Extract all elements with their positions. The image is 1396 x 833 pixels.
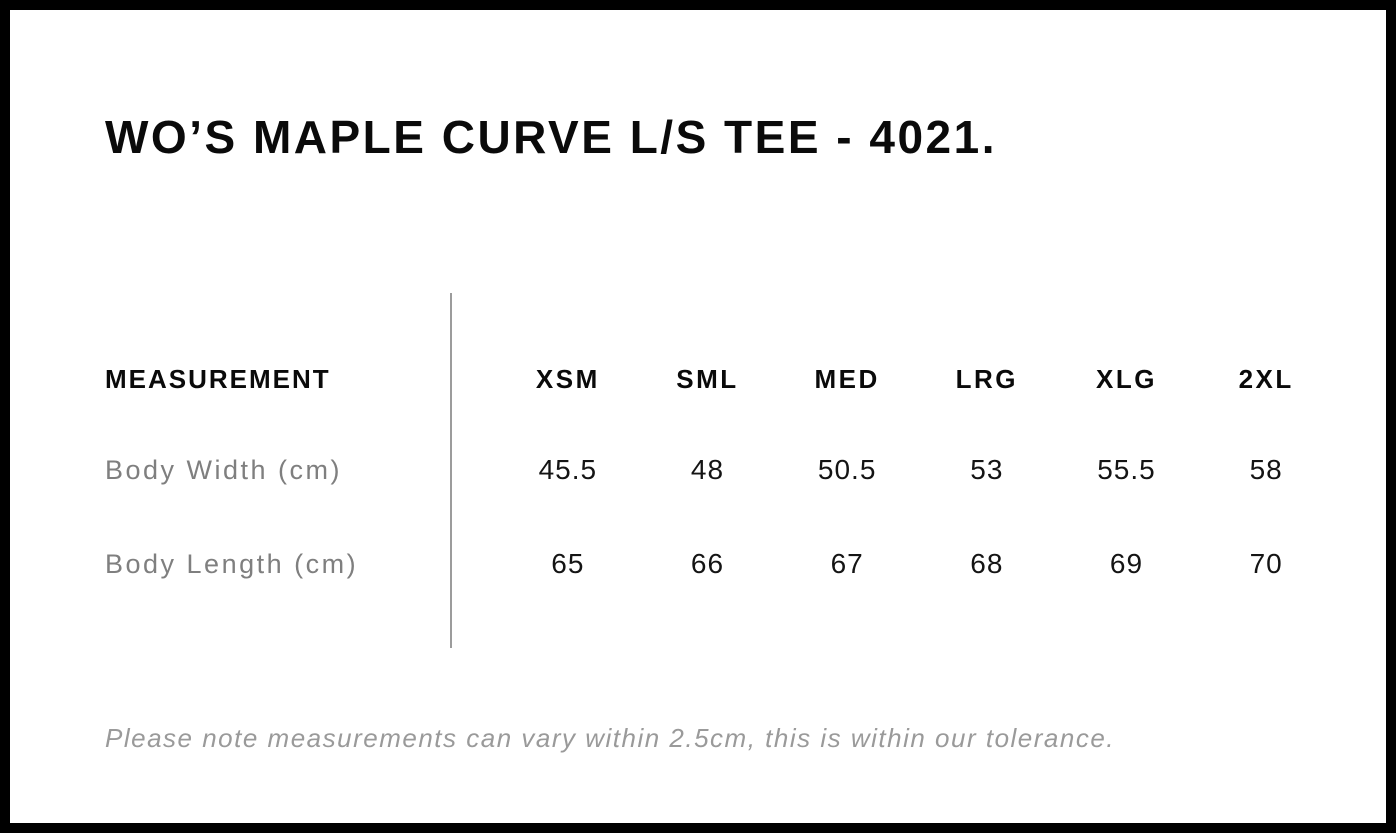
vertical-divider [450,293,452,648]
body-length-sml-value: 66 [690,548,725,579]
table-row-body-length: Body Length (cm) 65 66 67 68 69 70 [105,548,1336,580]
body-width-xsm-value: 45.5 [538,454,598,485]
body-width-med-value: 50.5 [817,454,877,485]
body-length-2xl-value: 70 [1249,548,1283,579]
body-width-sml-value: 48 [690,454,725,485]
body-length-xsm-value: 65 [551,548,585,579]
table-row-body-width: Body Width (cm) 45.5 48 50.5 53 55.5 58 [105,454,1336,486]
column-header-measurement: MEASUREMENT [105,364,331,394]
page-title: WO’S MAPLE CURVE L/S TEE - 4021. [105,111,997,163]
column-header-xlg: XLG [1096,364,1157,394]
column-header-lrg: LRG [955,364,1019,394]
column-header-2xl: 2XL [1238,364,1294,394]
body-length-med-value: 67 [830,548,864,579]
column-header-med: MED [814,364,880,394]
body-width-2xl-value: 58 [1249,454,1283,485]
tolerance-note: Please note measurements can vary within… [105,723,1116,753]
column-header-sml: SML [676,364,739,394]
size-chart-header-row: MEASUREMENT XSM SML MED LRG XLG 2XL [105,363,1336,395]
body-width-xlg-value: 55.5 [1097,454,1156,485]
column-header-xsm: XSM [535,364,600,394]
row-label-body-length: Body Length (cm) [105,549,359,579]
row-label-body-width: Body Width (cm) [105,455,343,485]
body-length-lrg-value: 68 [970,548,1004,579]
size-chart: MEASUREMENT XSM SML MED LRG XLG 2XL Body… [105,293,1336,649]
body-length-xlg-value: 69 [1109,548,1144,579]
body-width-lrg-value: 53 [970,454,1004,485]
